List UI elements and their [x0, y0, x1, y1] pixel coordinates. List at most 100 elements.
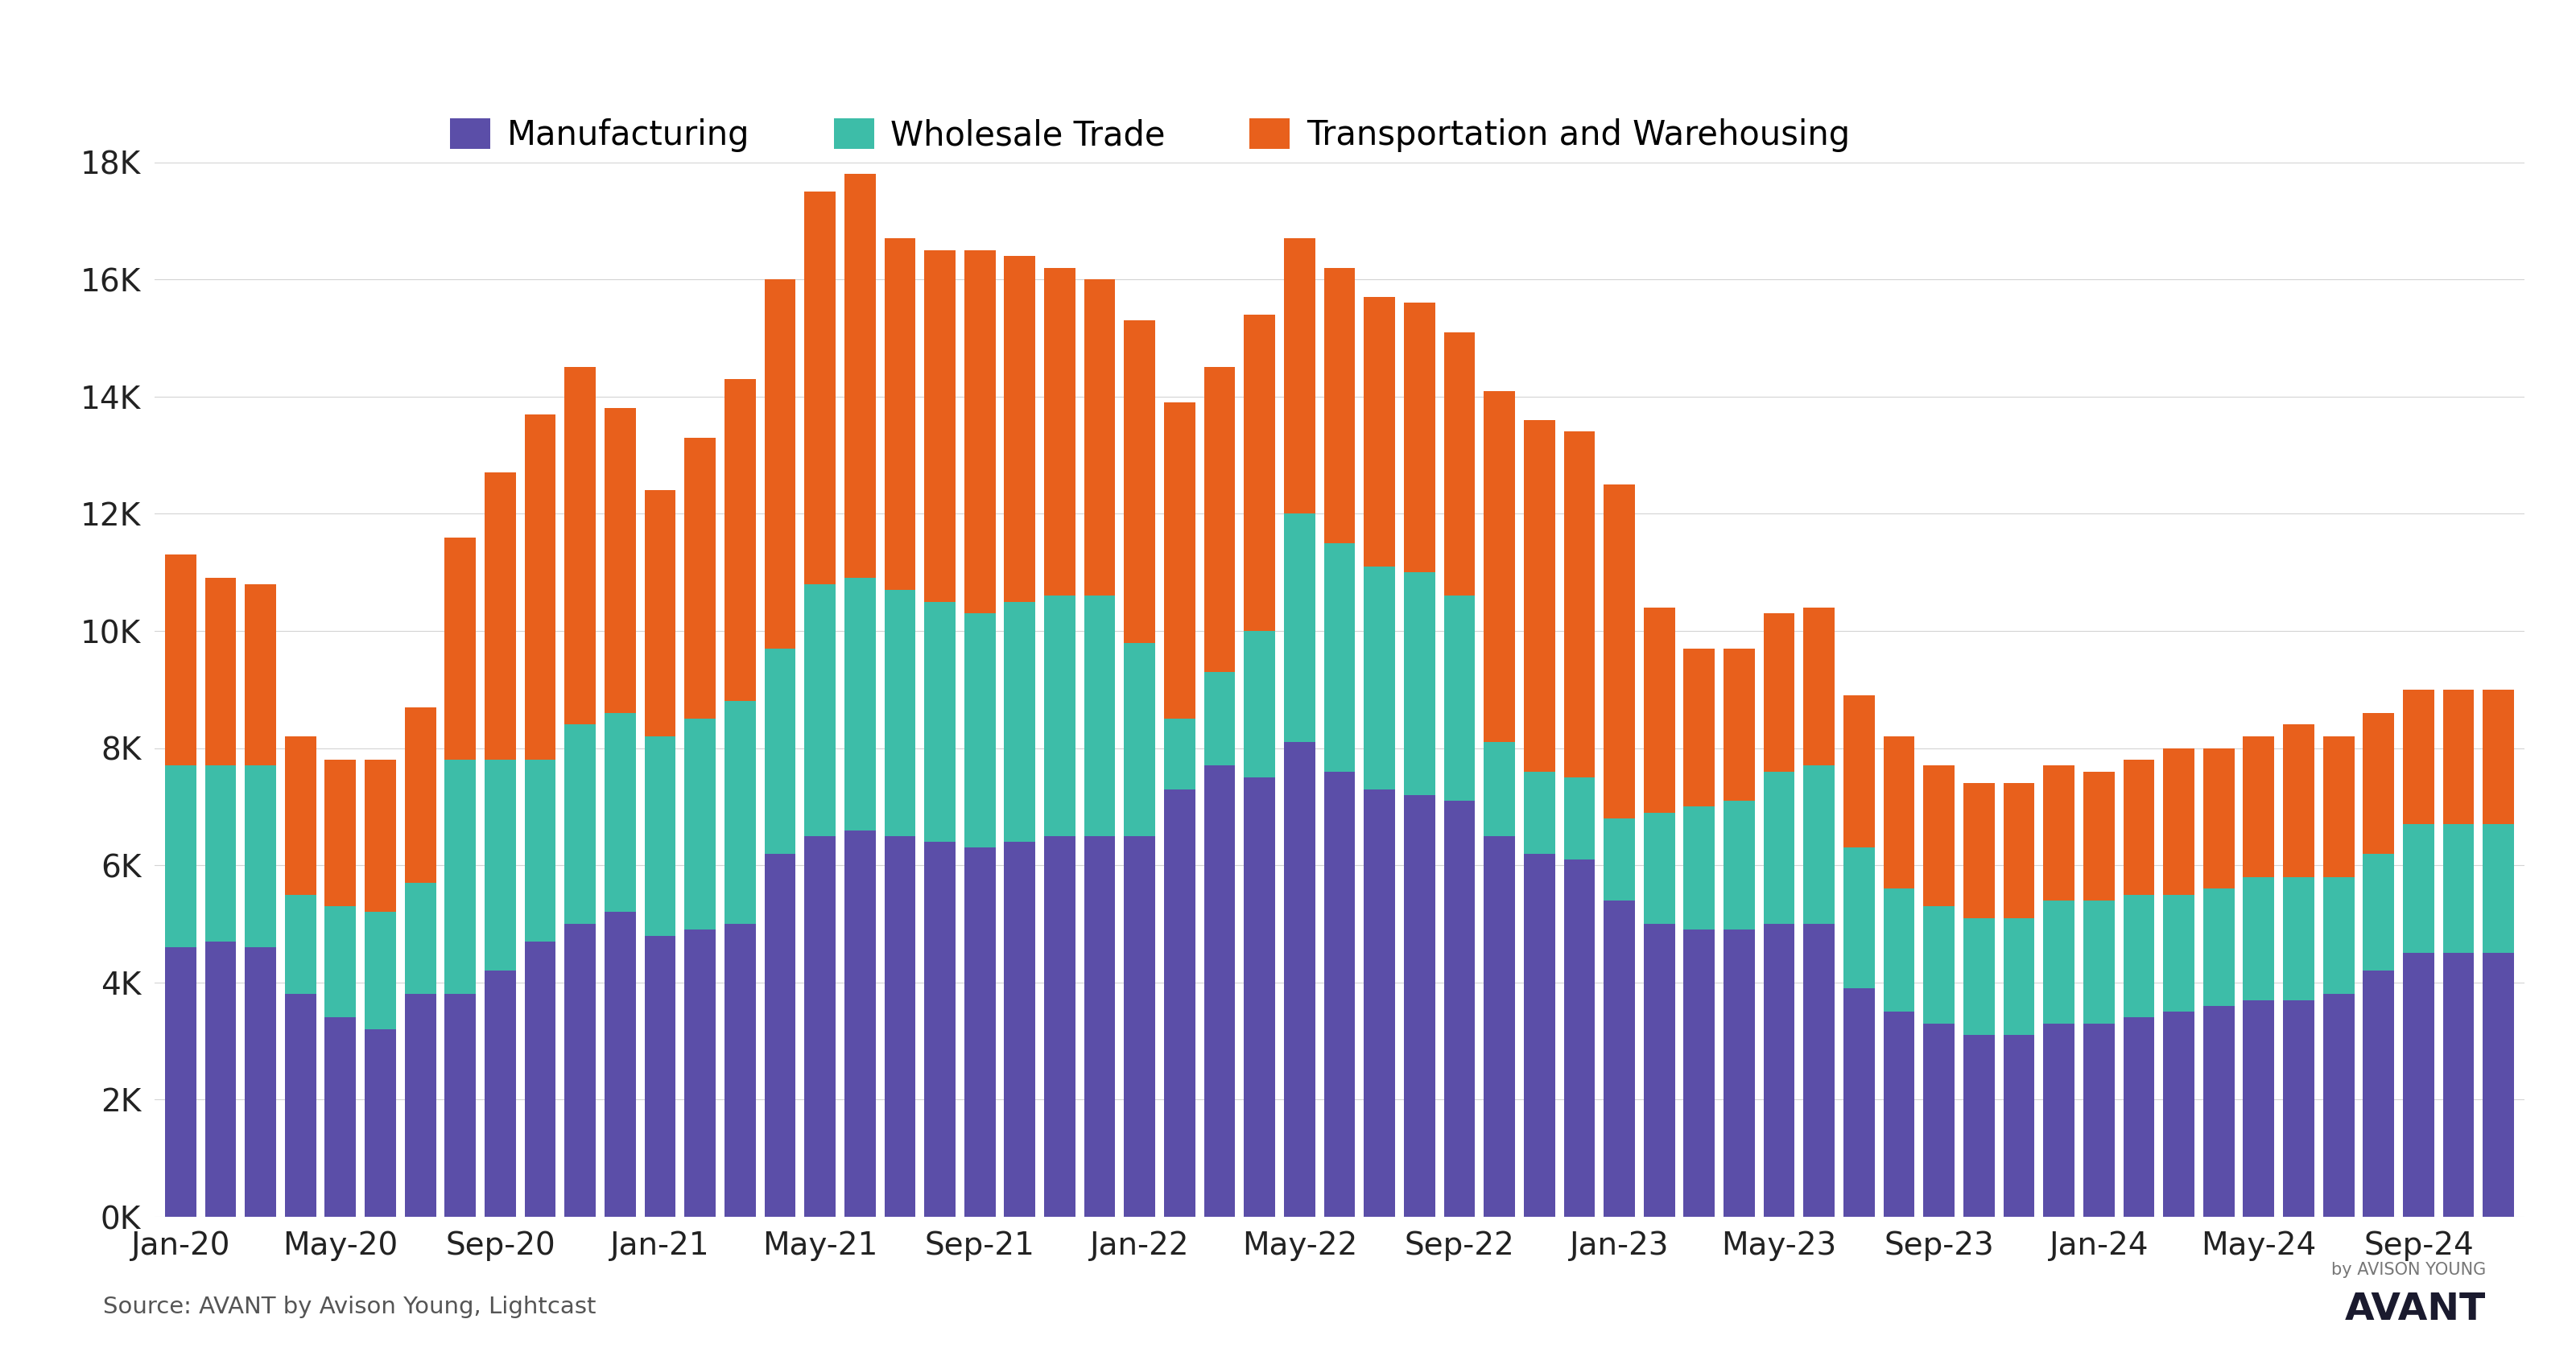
Legend: Manufacturing, Wholesale Trade, Transportation and Warehousing: Manufacturing, Wholesale Trade, Transpor… — [435, 105, 1862, 166]
Bar — [1525, 772, 1556, 853]
Bar — [1564, 860, 1595, 1217]
Bar — [2043, 765, 2074, 900]
Bar — [484, 760, 515, 971]
Bar — [2244, 1000, 2275, 1217]
Bar — [325, 1018, 355, 1217]
Bar — [845, 174, 876, 579]
Bar — [325, 760, 355, 906]
Bar — [884, 589, 914, 836]
Bar — [446, 537, 477, 760]
Bar — [845, 579, 876, 830]
Bar — [366, 760, 397, 913]
Bar — [1844, 695, 1875, 848]
Bar — [1363, 297, 1396, 566]
Bar — [165, 765, 196, 948]
Bar — [526, 414, 556, 760]
Bar — [1844, 988, 1875, 1217]
Bar — [605, 913, 636, 1217]
Bar — [1883, 888, 1914, 1011]
Text: by AVISON YOUNG: by AVISON YOUNG — [2331, 1261, 2486, 1278]
Bar — [1484, 391, 1515, 742]
Bar — [1803, 765, 1834, 923]
Bar — [1164, 403, 1195, 719]
Bar — [1244, 631, 1275, 777]
Bar — [1363, 566, 1396, 790]
Bar — [1685, 649, 1716, 807]
Bar — [366, 913, 397, 1029]
Bar — [925, 842, 956, 1217]
Bar — [1605, 818, 1636, 900]
Bar — [206, 765, 237, 941]
Bar — [1005, 842, 1036, 1217]
Bar — [765, 280, 796, 649]
Bar — [925, 250, 956, 602]
Bar — [1084, 596, 1115, 836]
Bar — [2164, 1011, 2195, 1217]
Bar — [2202, 748, 2233, 888]
Bar — [845, 830, 876, 1217]
Bar — [206, 579, 237, 765]
Bar — [2004, 918, 2035, 1036]
Bar — [245, 584, 276, 765]
Bar — [2442, 953, 2473, 1217]
Bar — [724, 923, 755, 1217]
Bar — [286, 737, 317, 895]
Bar — [446, 760, 477, 994]
Bar — [366, 1029, 397, 1217]
Bar — [2362, 713, 2393, 853]
Bar — [1084, 836, 1115, 1217]
Bar — [1043, 836, 1074, 1217]
Bar — [564, 923, 595, 1217]
Bar — [1164, 719, 1195, 790]
Bar — [2282, 877, 2313, 1000]
Bar — [1643, 813, 1674, 923]
Bar — [1765, 923, 1795, 1217]
Bar — [724, 379, 755, 702]
Bar — [1244, 777, 1275, 1217]
Bar — [484, 971, 515, 1217]
Bar — [2282, 725, 2313, 877]
Bar — [1723, 800, 1754, 930]
Bar — [2483, 690, 2514, 825]
Bar — [1605, 900, 1636, 1217]
Bar — [1605, 484, 1636, 818]
Bar — [165, 554, 196, 765]
Bar — [446, 994, 477, 1217]
Bar — [804, 192, 835, 584]
Bar — [484, 473, 515, 760]
Text: AVANT: AVANT — [2344, 1291, 2486, 1328]
Bar — [564, 725, 595, 923]
Bar — [1924, 765, 1955, 906]
Bar — [644, 936, 675, 1217]
Bar — [2324, 994, 2354, 1217]
Bar — [2004, 783, 2035, 918]
Bar — [2043, 1023, 2074, 1217]
Bar — [325, 906, 355, 1018]
Bar — [1283, 742, 1316, 1217]
Bar — [245, 948, 276, 1217]
Bar — [1005, 256, 1036, 602]
Bar — [1005, 602, 1036, 842]
Bar — [765, 853, 796, 1217]
Bar — [1164, 790, 1195, 1217]
Bar — [286, 895, 317, 994]
Bar — [1203, 368, 1236, 672]
Bar — [245, 765, 276, 948]
Bar — [404, 883, 435, 994]
Bar — [1363, 790, 1396, 1217]
Bar — [1443, 333, 1476, 596]
Bar — [2362, 971, 2393, 1217]
Bar — [963, 250, 994, 614]
Bar — [2483, 825, 2514, 953]
Bar — [1283, 514, 1316, 742]
Bar — [2403, 825, 2434, 953]
Bar — [165, 948, 196, 1217]
Bar — [1685, 930, 1716, 1217]
Bar — [526, 760, 556, 941]
Bar — [2084, 772, 2115, 900]
Bar — [605, 408, 636, 713]
Bar — [1324, 544, 1355, 772]
Bar — [1203, 672, 1236, 765]
Bar — [963, 848, 994, 1217]
Bar — [1844, 848, 1875, 988]
